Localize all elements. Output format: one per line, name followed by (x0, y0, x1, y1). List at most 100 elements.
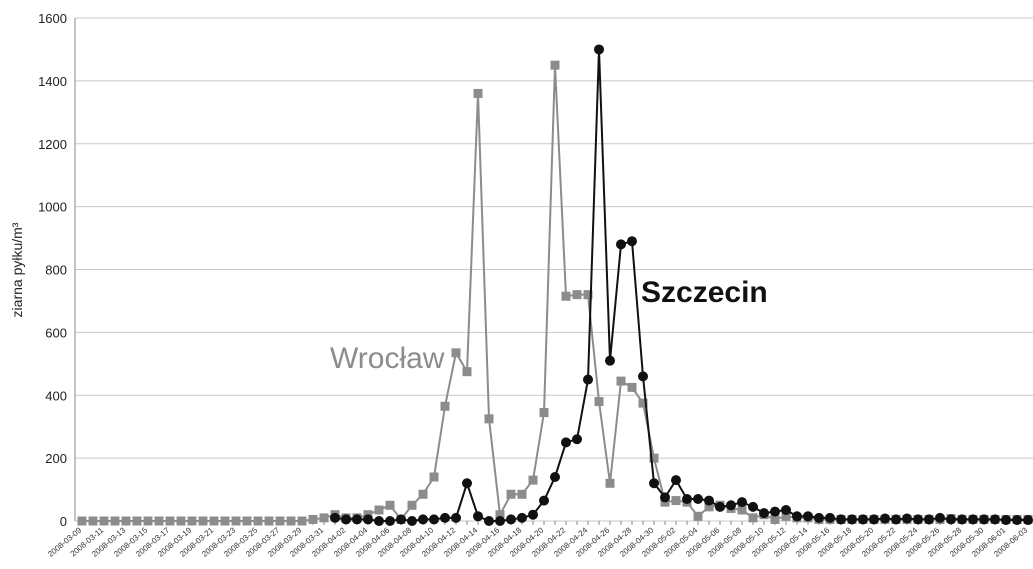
y-tick-label: 600 (45, 325, 67, 340)
marker (275, 516, 285, 526)
marker (242, 516, 252, 526)
marker (352, 514, 362, 525)
marker (462, 367, 472, 377)
marker (902, 513, 912, 524)
marker (407, 516, 417, 526)
marker (638, 371, 648, 382)
marker (1001, 515, 1011, 526)
marker (957, 514, 967, 525)
marker (517, 489, 527, 499)
marker (99, 516, 109, 526)
y-tick-label: 200 (45, 451, 67, 466)
marker (704, 502, 714, 512)
marker (682, 493, 692, 504)
marker (396, 514, 406, 525)
marker (847, 514, 857, 525)
y-tick-label: 400 (45, 388, 67, 403)
marker (858, 514, 868, 525)
marker (143, 516, 153, 526)
marker (451, 348, 461, 358)
marker (385, 516, 395, 526)
marker (341, 514, 351, 525)
marker (121, 516, 131, 526)
marker (649, 453, 659, 463)
marker (506, 514, 516, 525)
series-label: Wrocław (330, 342, 445, 375)
marker (605, 355, 615, 366)
marker (770, 506, 780, 517)
y-tick-label: 1200 (38, 137, 67, 152)
series-label: Szczecin (641, 276, 768, 309)
marker (572, 290, 582, 300)
marker (286, 516, 296, 526)
marker (616, 239, 626, 250)
marker (594, 397, 604, 407)
y-axis-label: ziarna pyłku/m³ (9, 222, 25, 317)
marker (429, 472, 439, 482)
marker (110, 516, 120, 526)
marker (616, 376, 626, 386)
marker (528, 475, 538, 485)
y-tick-label: 1400 (38, 74, 67, 89)
marker (726, 500, 736, 511)
marker (649, 478, 659, 489)
marker (880, 513, 890, 524)
marker (550, 60, 560, 70)
marker (583, 290, 593, 300)
marker (330, 512, 340, 523)
marker (836, 514, 846, 525)
marker (759, 508, 769, 519)
marker (990, 514, 1000, 525)
marker (550, 471, 560, 482)
marker (803, 511, 813, 522)
series-line (334, 49, 1028, 523)
marker (1012, 515, 1022, 526)
marker (561, 437, 571, 448)
marker (418, 514, 428, 525)
marker (693, 511, 703, 521)
marker (968, 514, 978, 525)
marker (297, 516, 307, 526)
marker (671, 496, 681, 506)
marker (176, 516, 186, 526)
marker (495, 510, 505, 520)
marker (418, 489, 428, 499)
marker (781, 511, 791, 521)
marker (462, 478, 472, 489)
marker (506, 489, 516, 499)
marker (704, 495, 714, 506)
marker (891, 514, 901, 525)
marker (308, 514, 318, 524)
marker (671, 475, 681, 486)
marker (473, 88, 483, 98)
marker (814, 512, 824, 523)
marker (660, 492, 670, 503)
marker (935, 512, 945, 523)
marker (748, 513, 758, 523)
marker (594, 44, 604, 55)
marker (737, 497, 747, 508)
marker (693, 493, 703, 504)
marker (528, 509, 538, 520)
y-tick-label: 0 (60, 514, 67, 529)
marker (627, 382, 637, 392)
marker (154, 516, 164, 526)
marker (583, 374, 593, 385)
marker (924, 514, 934, 525)
marker (715, 501, 725, 512)
marker (539, 408, 549, 418)
marker (517, 512, 527, 523)
marker (231, 516, 241, 526)
marker (561, 291, 571, 301)
marker (440, 512, 450, 523)
marker (792, 511, 802, 522)
marker (484, 414, 494, 424)
marker (869, 514, 879, 525)
marker (737, 505, 747, 515)
marker (539, 495, 549, 506)
marker (363, 514, 373, 525)
y-tick-label: 1000 (38, 200, 67, 215)
marker (88, 516, 98, 526)
marker (825, 512, 835, 523)
